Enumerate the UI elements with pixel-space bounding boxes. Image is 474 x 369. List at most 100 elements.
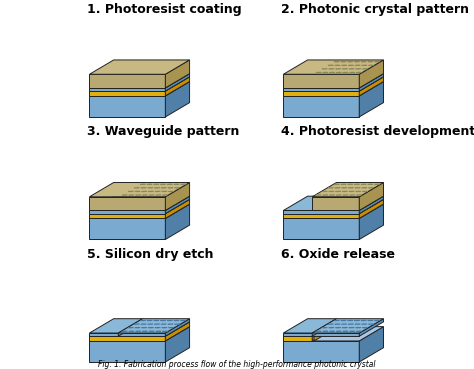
Polygon shape bbox=[336, 331, 341, 332]
Polygon shape bbox=[334, 320, 339, 321]
Polygon shape bbox=[155, 327, 160, 328]
Polygon shape bbox=[341, 320, 346, 321]
Polygon shape bbox=[342, 191, 347, 192]
Polygon shape bbox=[162, 327, 167, 328]
Polygon shape bbox=[343, 72, 348, 73]
Polygon shape bbox=[283, 336, 312, 341]
Polygon shape bbox=[90, 336, 165, 341]
Polygon shape bbox=[148, 327, 154, 328]
Polygon shape bbox=[348, 65, 354, 66]
Polygon shape bbox=[356, 191, 361, 192]
Polygon shape bbox=[90, 333, 118, 336]
Polygon shape bbox=[90, 96, 165, 117]
Polygon shape bbox=[147, 320, 152, 321]
Polygon shape bbox=[90, 91, 165, 96]
Polygon shape bbox=[374, 320, 380, 321]
Polygon shape bbox=[336, 191, 341, 192]
Polygon shape bbox=[283, 74, 359, 88]
Polygon shape bbox=[283, 214, 359, 218]
Polygon shape bbox=[283, 77, 383, 91]
Polygon shape bbox=[90, 60, 190, 74]
Polygon shape bbox=[122, 331, 128, 332]
Polygon shape bbox=[349, 72, 355, 73]
Polygon shape bbox=[314, 322, 338, 341]
Polygon shape bbox=[165, 199, 190, 218]
Polygon shape bbox=[165, 327, 190, 362]
Polygon shape bbox=[361, 61, 366, 62]
Polygon shape bbox=[362, 187, 367, 188]
Polygon shape bbox=[312, 183, 383, 197]
Polygon shape bbox=[359, 82, 383, 117]
Polygon shape bbox=[142, 331, 147, 332]
Polygon shape bbox=[283, 204, 383, 218]
Polygon shape bbox=[374, 61, 380, 62]
Polygon shape bbox=[154, 320, 159, 321]
Polygon shape bbox=[362, 327, 368, 328]
Polygon shape bbox=[128, 191, 133, 192]
Polygon shape bbox=[359, 74, 383, 91]
Polygon shape bbox=[129, 331, 134, 332]
Polygon shape bbox=[283, 60, 383, 74]
Polygon shape bbox=[141, 187, 146, 188]
Polygon shape bbox=[341, 65, 347, 66]
Polygon shape bbox=[181, 320, 186, 321]
Polygon shape bbox=[322, 191, 327, 192]
Polygon shape bbox=[165, 196, 190, 214]
Polygon shape bbox=[90, 199, 190, 214]
Polygon shape bbox=[161, 187, 166, 188]
Polygon shape bbox=[329, 72, 335, 73]
Polygon shape bbox=[283, 210, 359, 214]
Polygon shape bbox=[362, 191, 368, 192]
Polygon shape bbox=[165, 319, 190, 336]
Polygon shape bbox=[283, 96, 359, 117]
Polygon shape bbox=[312, 197, 359, 210]
Polygon shape bbox=[155, 331, 161, 332]
Polygon shape bbox=[118, 319, 190, 333]
Polygon shape bbox=[168, 187, 173, 188]
Polygon shape bbox=[334, 61, 339, 62]
Polygon shape bbox=[163, 331, 168, 332]
Polygon shape bbox=[359, 77, 383, 96]
Polygon shape bbox=[90, 88, 165, 91]
Polygon shape bbox=[90, 183, 190, 197]
Text: 6. Oxide release: 6. Oxide release bbox=[281, 248, 395, 261]
Polygon shape bbox=[155, 191, 160, 192]
Polygon shape bbox=[118, 319, 143, 336]
Polygon shape bbox=[174, 320, 179, 321]
Polygon shape bbox=[356, 331, 362, 332]
Polygon shape bbox=[362, 65, 367, 66]
Polygon shape bbox=[316, 72, 321, 73]
Polygon shape bbox=[283, 327, 383, 341]
Text: 1. Photoresist coating: 1. Photoresist coating bbox=[87, 3, 242, 16]
Polygon shape bbox=[149, 331, 154, 332]
Polygon shape bbox=[283, 333, 312, 336]
Polygon shape bbox=[283, 88, 359, 91]
Polygon shape bbox=[312, 319, 383, 333]
Polygon shape bbox=[312, 322, 338, 336]
Polygon shape bbox=[323, 331, 328, 332]
Text: 4. Photoresist development: 4. Photoresist development bbox=[281, 125, 474, 138]
Polygon shape bbox=[90, 77, 190, 91]
Polygon shape bbox=[90, 197, 165, 210]
Text: 2. Photonic crystal pattern: 2. Photonic crystal pattern bbox=[281, 3, 469, 16]
Polygon shape bbox=[90, 210, 165, 214]
Polygon shape bbox=[328, 65, 333, 66]
Polygon shape bbox=[312, 319, 337, 336]
Polygon shape bbox=[335, 65, 340, 66]
Polygon shape bbox=[359, 327, 383, 362]
Polygon shape bbox=[349, 191, 354, 192]
Polygon shape bbox=[359, 204, 383, 239]
Polygon shape bbox=[142, 327, 147, 328]
Polygon shape bbox=[165, 60, 190, 88]
Polygon shape bbox=[165, 82, 190, 117]
Polygon shape bbox=[312, 333, 359, 336]
Polygon shape bbox=[167, 320, 173, 321]
Polygon shape bbox=[312, 322, 337, 341]
Polygon shape bbox=[359, 196, 383, 214]
Polygon shape bbox=[356, 72, 362, 73]
Polygon shape bbox=[356, 327, 361, 328]
Polygon shape bbox=[368, 61, 373, 62]
Polygon shape bbox=[349, 327, 354, 328]
Polygon shape bbox=[165, 74, 190, 91]
Polygon shape bbox=[283, 91, 359, 96]
